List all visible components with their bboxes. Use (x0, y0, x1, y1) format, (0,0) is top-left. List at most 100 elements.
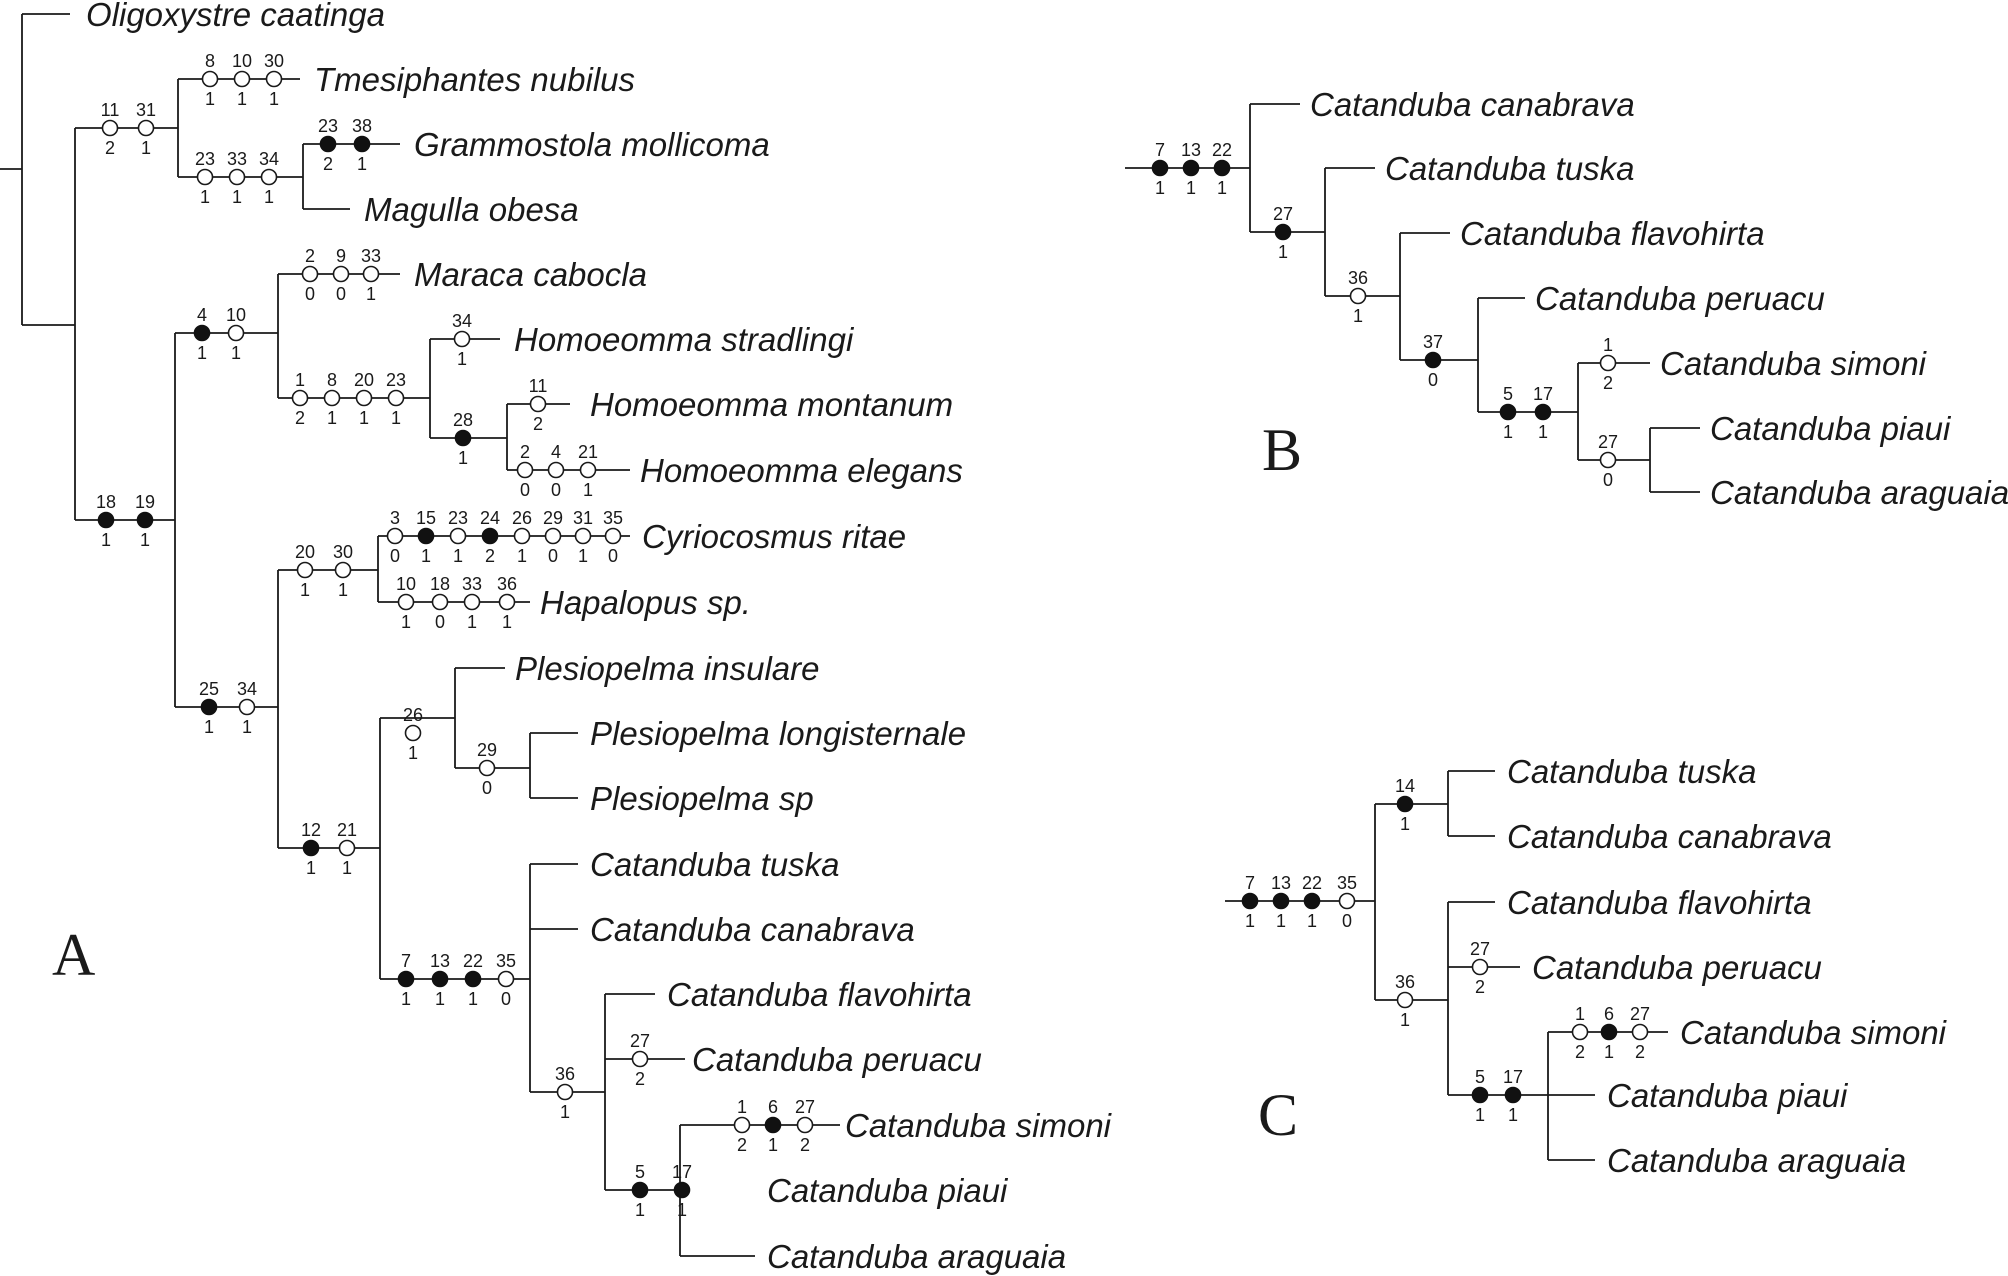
character-state: 2 (1575, 1042, 1585, 1062)
taxon-label: Catanduba peruacu (1535, 280, 1825, 317)
character-number: 36 (1395, 972, 1415, 992)
open-character-circle (137, 119, 155, 137)
character-state: 1 (453, 546, 463, 566)
character-number: 3 (390, 508, 400, 528)
open-character-circle (227, 324, 245, 342)
character-state: 1 (1604, 1042, 1614, 1062)
character-number: 27 (1470, 939, 1490, 959)
character-state: 1 (342, 858, 352, 878)
filled-character-circle (431, 970, 449, 988)
taxon-label: Grammostola mollicoma (414, 126, 770, 163)
character-state: 1 (768, 1135, 778, 1155)
character-number: 8 (327, 370, 337, 390)
character-number: 17 (1503, 1067, 1523, 1087)
open-character-circle (238, 698, 256, 716)
character-number: 31 (573, 508, 593, 528)
open-character-circle (1471, 958, 1489, 976)
character-state: 2 (1475, 977, 1485, 997)
character-number: 20 (295, 542, 315, 562)
character-number: 11 (529, 376, 548, 396)
character-number: 26 (403, 705, 423, 725)
character-state: 1 (269, 89, 279, 109)
filled-character-circle (397, 970, 415, 988)
character-number: 13 (430, 951, 450, 971)
character-state: 1 (205, 89, 215, 109)
character-number: 15 (416, 508, 436, 528)
character-number: 36 (1348, 268, 1368, 288)
taxon-label: Hapalopus sp. (540, 584, 751, 621)
character-number: 1 (1603, 335, 1613, 355)
character-state: 1 (435, 989, 445, 1009)
taxon-label: Homoeomma elegans (640, 452, 963, 489)
open-character-circle (604, 527, 622, 545)
open-character-circle (497, 970, 515, 988)
open-character-circle (301, 265, 319, 283)
character-state: 2 (323, 154, 333, 174)
character-state: 1 (1245, 911, 1255, 931)
open-character-circle (449, 527, 467, 545)
filled-character-circle (1182, 159, 1200, 177)
taxon-label: Catanduba tuska (1385, 150, 1635, 187)
open-character-circle (334, 561, 352, 579)
character-state: 2 (1603, 373, 1613, 393)
panel-label: A (52, 922, 95, 988)
character-state: 1 (1508, 1105, 1518, 1125)
open-character-circle (387, 389, 405, 407)
tree-labels: A Oligoxystre caatinga Tmesiphantes nubilu… (52, 0, 2008, 1275)
character-state: 0 (336, 284, 346, 304)
character-state: 1 (1307, 911, 1317, 931)
taxon-label: Maraca cabocla (414, 256, 647, 293)
character-state: 1 (300, 580, 310, 600)
character-state: 1 (1217, 178, 1227, 198)
filled-character-circle (1504, 1086, 1522, 1104)
character-number: 22 (1212, 140, 1232, 160)
open-character-circle (228, 168, 246, 186)
character-number: 6 (1604, 1004, 1614, 1024)
taxon-label: Tmesiphantes nubilus (314, 61, 635, 98)
taxon-label: Plesiopelma longisternale (590, 715, 966, 752)
panel-label: C (1258, 1082, 1298, 1148)
character-state: 0 (551, 480, 561, 500)
character-state: 1 (1278, 242, 1288, 262)
character-state: 1 (141, 138, 151, 158)
character-state: 1 (583, 480, 593, 500)
taxon-label: Catanduba araguaia (1607, 1142, 1906, 1179)
character-number: 38 (352, 116, 372, 136)
open-character-circle (463, 593, 481, 611)
character-number: 33 (361, 246, 381, 266)
filled-character-circle (136, 511, 154, 529)
character-number: 23 (195, 149, 215, 169)
taxon-label: Catanduba flavohirta (1507, 884, 1812, 921)
filled-character-circle (454, 429, 472, 447)
character-number: 12 (301, 820, 321, 840)
character-number: 9 (336, 246, 346, 266)
open-character-circle (404, 724, 422, 742)
character-number: 22 (1302, 873, 1322, 893)
open-character-circle (1571, 1023, 1589, 1041)
open-character-circle (1396, 991, 1414, 1009)
character-state: 0 (1603, 470, 1613, 490)
taxon-label: Homoeomma montanum (590, 386, 953, 423)
character-number: 18 (430, 574, 450, 594)
open-character-circle (196, 168, 214, 186)
open-character-circle (529, 395, 547, 413)
character-state: 1 (1186, 178, 1196, 198)
character-state: 0 (548, 546, 558, 566)
filled-character-circle (1534, 403, 1552, 421)
open-character-circle (332, 265, 350, 283)
character-number: 10 (232, 51, 252, 71)
taxon-label: Plesiopelma sp (590, 780, 814, 817)
open-character-circle (291, 389, 309, 407)
character-number: 19 (135, 492, 155, 512)
open-character-circle (631, 1050, 649, 1068)
character-number: 34 (237, 679, 257, 699)
character-state: 1 (468, 989, 478, 1009)
character-state: 2 (800, 1135, 810, 1155)
taxon-label: Catanduba tuska (1507, 753, 1757, 790)
taxon-label: Catanduba canabrava (590, 911, 915, 948)
character-number: 18 (96, 492, 116, 512)
character-state: 1 (421, 546, 431, 566)
character-state: 0 (501, 989, 511, 1009)
character-number: 33 (227, 149, 247, 169)
character-number: 27 (1630, 1004, 1650, 1024)
